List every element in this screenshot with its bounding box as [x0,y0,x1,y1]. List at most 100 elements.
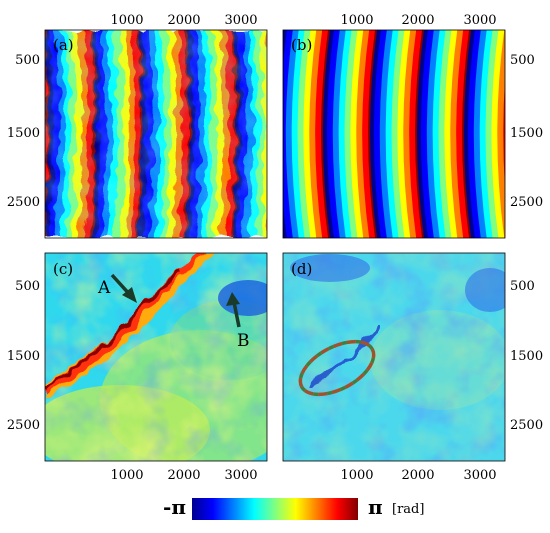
fringe-band-a [0,30,5,238]
panel-c-xtick-1000: 1000 [110,468,143,483]
panel-a-ytick-1500: 1500 [7,126,40,141]
fringe-band-b [501,57,505,211]
fringe-band-b [444,30,454,238]
panel-a-x-ticks: 1000 2000 3000 [110,13,257,28]
fringe-band-b [542,30,550,238]
panel-a-ytick-500: 500 [15,53,40,68]
panel-c-ridge [45,253,215,400]
fringe-band-b [399,30,409,238]
fringe-band-b [391,30,402,238]
panel-d-ytick-2500: 2500 [510,418,543,433]
fringe-band-a [276,30,283,238]
fringe-band-a [0,30,1,238]
fringe-band-b [295,30,306,238]
panel-a-xtick-2000: 2000 [167,13,200,28]
fringe-band-a [0,30,3,238]
panel-a-xtick-1000: 1000 [110,13,143,28]
fringe-band-b [497,30,505,238]
fringe-band-b [356,30,366,238]
fringe-band-b [389,30,400,238]
fringe-band-b [489,30,500,238]
fringe-band-b [546,30,550,238]
annotation-a: A [97,273,137,303]
fringe-band-b [352,30,362,238]
annotation-b-arrow-shaft [232,301,241,328]
panel-c-y-ticks: 500 1500 2500 [7,279,40,433]
fringe-band-a [274,30,281,238]
fringe-band-b [413,30,423,238]
panel-c-x-ticks: 1000 2000 3000 [110,468,257,483]
panel-c-image [45,253,267,461]
fringe-band-b [428,30,439,238]
fringe-band-b [370,30,380,238]
panel-b-ytick-500: 500 [510,53,535,68]
colorbar-max-label: π [368,495,383,519]
fringe-band-b [289,30,300,238]
panel-b-xtick-3000: 3000 [463,13,496,28]
fringe-band-b [309,30,319,238]
fringe-band-b [362,30,372,238]
panel-a-image [0,30,283,238]
fringe-band-b [430,30,441,238]
fringe-band-b [403,30,413,238]
fringe-band-b [495,30,505,238]
fringe-band-b [393,30,404,238]
fringe-band-b [366,30,376,238]
fringe-band-b [319,30,329,238]
fringe-band-b [283,30,288,238]
fringe-band-b [321,30,331,238]
panel-d-xtick-3000: 3000 [463,468,496,483]
fringe-band-b [493,30,503,238]
fringe-band-b [344,30,355,238]
fringe-band-b [291,30,302,238]
fringe-band-b [422,30,433,238]
fringe-band-b [358,30,368,238]
fringe-band-b [301,30,312,238]
fringe-band-b [424,30,435,238]
fringe-band-b [432,30,443,238]
fringe-band-b [487,30,498,238]
fringe-band-b [324,30,335,238]
panel-a-y-ticks: 500 1500 2500 [7,53,40,210]
fringe-band-b [397,30,407,238]
fringe-band-a [270,30,277,238]
panel-b-frame [282,29,506,239]
fringe-band-b [330,30,341,238]
panel-b-x-ticks: 1000 2000 3000 [340,13,496,28]
fringe-band-b [438,30,449,238]
annotation-a-text: A [97,278,111,298]
panel-b-y-ticks: 500 1500 2500 [510,53,543,210]
fringe-band-b [338,30,349,238]
fringe-band-b [283,30,292,238]
fringe-band-b [448,30,458,238]
annotation-b-text: B [237,331,250,351]
fringe-band-b [475,30,486,238]
panel-d-ytick-1500: 1500 [510,349,543,364]
fringe-band-b [381,30,392,238]
fringe-band-b [426,30,437,238]
panel-b-image [283,30,550,238]
fringe-band-b [328,30,339,238]
panel-d-y-ticks: 500 1500 2500 [510,279,543,433]
fringe-band-b [311,30,321,238]
fringe-band-b [326,30,337,238]
colorbar-gradient [192,498,358,520]
fringe-band-b [332,30,343,238]
fringe-band-b [293,30,304,238]
fringe-band-b [283,30,294,238]
fringe-band-b [405,30,415,238]
fringe-band-b [354,30,364,238]
fringe-band-b [483,30,494,238]
fringe-band-b [305,30,315,238]
fringe-band-b [346,30,357,238]
fringe-band-b [450,30,460,238]
fringe-band-b [485,30,496,238]
fringe-band-b [454,30,464,238]
panel-b-ytick-1500: 1500 [510,126,543,141]
fringe-band-b [307,30,317,238]
fringe-band-b [323,30,333,238]
panel-a-frame [44,29,268,239]
fringe-band-b [462,30,472,238]
fringe-band-b [387,30,398,238]
annotation-b-arrowhead [226,292,240,306]
